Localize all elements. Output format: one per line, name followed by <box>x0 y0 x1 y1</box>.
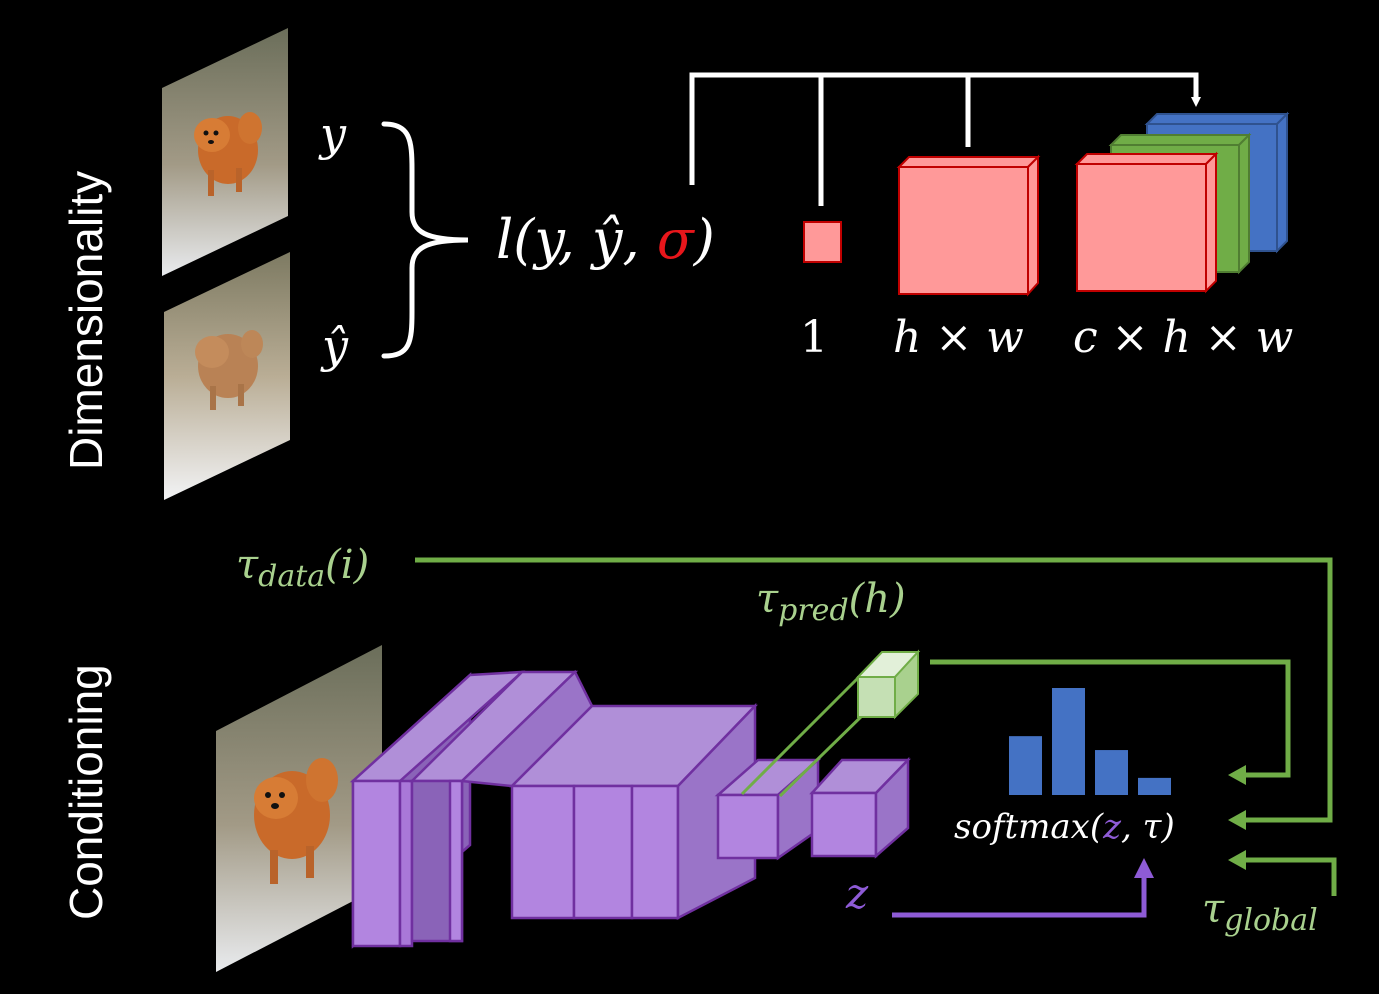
tau-pred-projection <box>740 670 870 798</box>
green-connectors <box>415 557 1337 896</box>
tau-pred-arg: (h) <box>849 576 906 622</box>
dog-figure <box>194 112 262 196</box>
loss-sigma: σ <box>657 208 696 271</box>
loss-prefix: l(y, ŷ, <box>496 208 657 271</box>
neural-network <box>349 669 911 949</box>
tau-pred-label: τpred(h) <box>756 576 906 628</box>
softmax-z: z <box>1102 807 1122 847</box>
histogram-bar <box>1009 736 1042 795</box>
size-label-tensor: c × h × w <box>1073 312 1293 363</box>
softmax-suffix: ) <box>1160 807 1174 847</box>
tau-pred-line <box>930 659 1291 778</box>
histogram-bar <box>1095 750 1128 795</box>
image-y <box>162 28 288 276</box>
size-label-scalar: 1 <box>800 312 828 363</box>
network-block-1 <box>349 669 594 949</box>
tensor-stack <box>1074 111 1290 294</box>
softmax-mid: , τ <box>1121 807 1163 847</box>
size-label-map: h × w <box>893 312 1024 363</box>
tau-data-line <box>415 557 1333 823</box>
tau-global-line <box>1245 857 1337 896</box>
softmax-prefix: softmax( <box>954 807 1104 847</box>
arrowhead-tau-global <box>1228 850 1246 870</box>
network-block-2 <box>508 702 758 921</box>
tau-data-base: τ <box>236 542 259 588</box>
curly-brace <box>381 121 469 359</box>
tensor-red-cube <box>1074 151 1219 294</box>
label-yhat: ŷ <box>320 319 349 373</box>
softmax-histogram <box>1009 688 1171 795</box>
tau-pred-cube <box>855 649 921 720</box>
network-block-3 <box>714 757 822 861</box>
arrowhead-tau-data <box>1228 810 1246 830</box>
tau-global-label: τglobal <box>1202 886 1318 938</box>
histogram-bar <box>1138 777 1171 795</box>
loss-suffix: ) <box>693 208 715 271</box>
green-arrowheads <box>1228 765 1246 870</box>
loss-function: l(y, ŷ, σ) <box>496 208 715 271</box>
tau-pred-sub: pred <box>778 593 849 628</box>
tau-pred-base: τ <box>756 576 779 622</box>
image-yhat <box>164 252 290 500</box>
label-y: y <box>318 107 347 161</box>
tau-data-arg: (i) <box>325 542 369 588</box>
tau-global-base: τ <box>1202 886 1225 932</box>
tau-global-sub: global <box>1224 903 1318 938</box>
scalar-box <box>803 221 842 263</box>
section-label-dimensionality: Dimensionality <box>60 171 112 470</box>
feedback-main-line <box>689 72 1201 185</box>
network-block-4 <box>809 756 911 859</box>
tau-data-sub: data <box>258 559 325 594</box>
tau-data-label: τdata(i) <box>236 542 369 594</box>
z-label: z <box>845 869 869 918</box>
z-arrowhead <box>1134 858 1154 878</box>
map-cube <box>896 154 1041 297</box>
arrowhead-tau-pred <box>1228 765 1246 785</box>
histogram-bar <box>1052 688 1085 795</box>
input-image <box>216 645 382 972</box>
section-label-conditioning: Conditioning <box>60 664 112 920</box>
sigma-feedback-lines <box>689 72 1201 206</box>
softmax-label: softmax(z, τ) <box>954 807 1175 847</box>
z-arrow-line <box>892 876 1147 918</box>
